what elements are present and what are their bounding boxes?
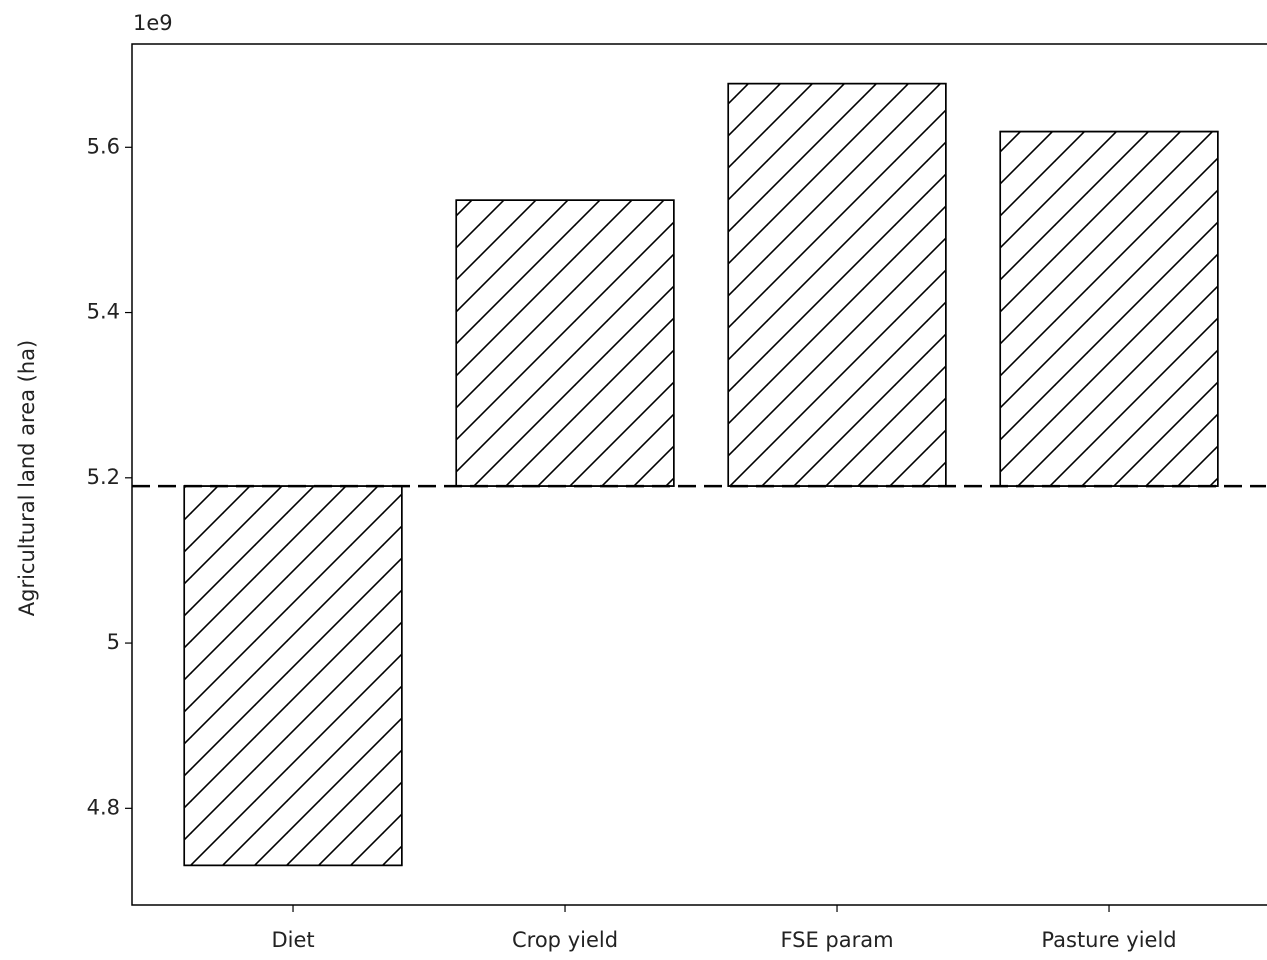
bar-hatch	[999, 130, 1219, 487]
x-tick-label: Pasture yield	[1041, 928, 1176, 952]
axes-frame	[131, 43, 1267, 906]
y-tick-label: 5.6	[87, 134, 120, 158]
y-tick-label: 5.4	[87, 300, 120, 324]
x-tick-label: Diet	[271, 928, 314, 952]
y-tick-label: 5	[107, 630, 120, 654]
y-axis-label: Agricultural land area (ha)	[15, 340, 39, 617]
y-offset-label: 1e9	[133, 11, 173, 35]
x-tick-label: FSE param	[780, 928, 893, 952]
x-tick-label: Crop yield	[512, 928, 618, 952]
bar-hatch	[727, 82, 947, 487]
bar-hatch	[455, 199, 675, 487]
y-tick-label: 5.2	[87, 465, 120, 489]
bar-hatch	[183, 485, 403, 867]
y-tick-label: 4.8	[87, 795, 120, 819]
